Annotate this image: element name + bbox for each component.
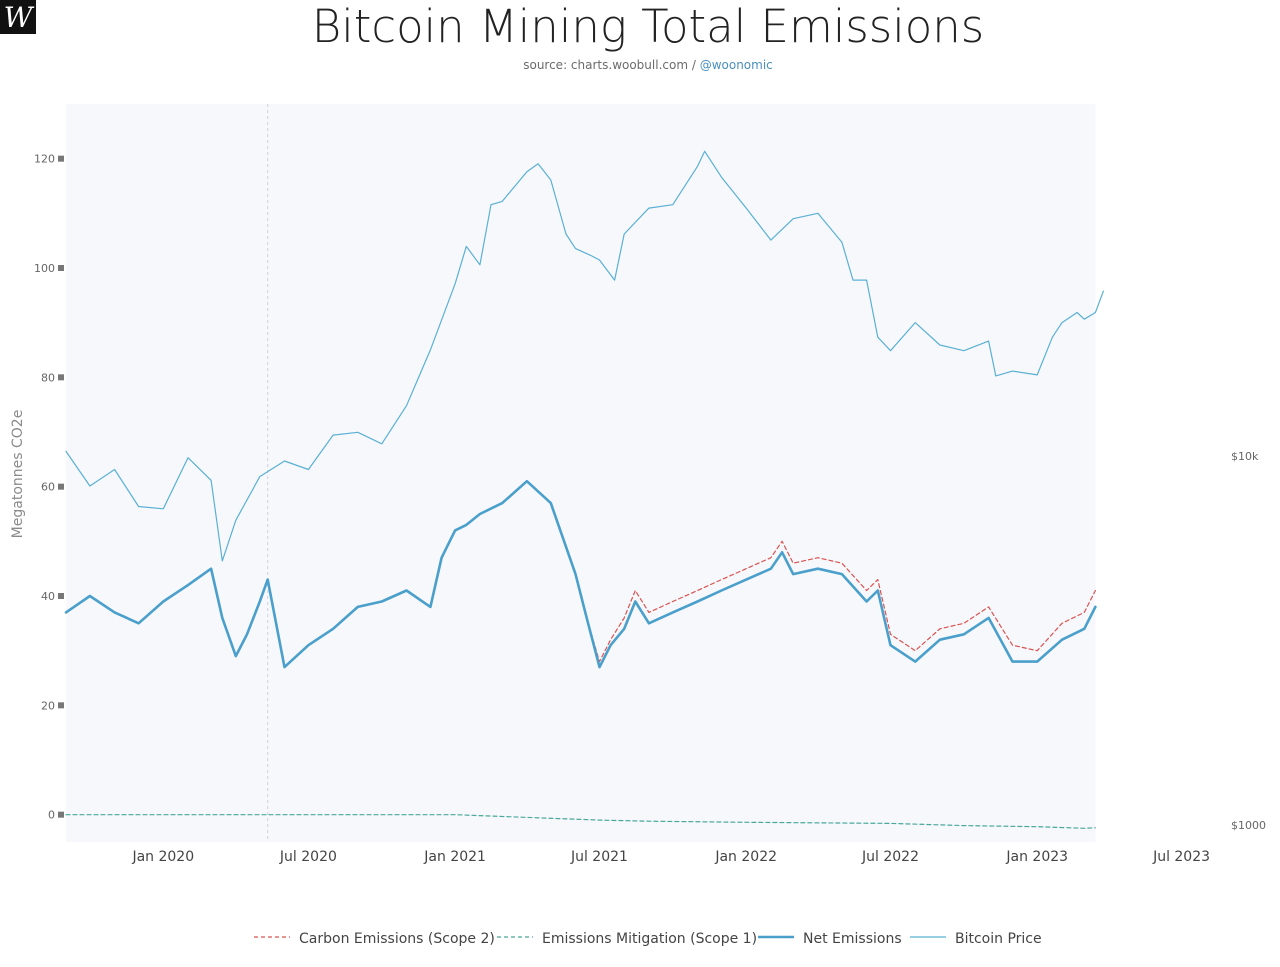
chart-source: source: charts.woobull.com / @woonomic	[523, 58, 773, 72]
chart-title: Bitcoin Mining Total Emissions	[312, 0, 984, 53]
y-tick-label: 0	[48, 809, 55, 822]
y-tick-mark	[58, 811, 64, 818]
legend: Carbon Emissions (Scope 2) Emissions Miti…	[254, 931, 1042, 947]
y-tick-mark	[58, 374, 64, 381]
x-tick-label: Jan 2020	[131, 849, 194, 865]
series-layer	[64, 150, 1105, 829]
y-axis: 0 20 40 60 80 100 120	[34, 153, 64, 822]
y-tick-label: 120	[34, 153, 55, 166]
legend-item: Bitcoin Price	[910, 931, 1042, 947]
x-axis: Jan 2020 Jul 2020 Jan 2021 Jul 2021 Jan 2022…	[131, 849, 1210, 865]
x-tick-label: Jul 2020	[279, 849, 337, 865]
y-tick-label: 20	[41, 699, 55, 712]
y-tick-label: 80	[41, 371, 55, 384]
logo-letter: W	[4, 1, 35, 34]
x-tick-label: Jul 2022	[861, 849, 919, 865]
legend-item: Emissions Mitigation (Scope 1)	[497, 931, 757, 947]
series-line-bitcoin-price	[65, 150, 1105, 562]
woobull-logo: W	[0, 0, 36, 34]
y-tick-mark	[58, 483, 64, 490]
y-tick-label: 60	[41, 481, 55, 494]
legend-label: Emissions Mitigation (Scope 1)	[542, 931, 757, 947]
x-tick-label: Jan 2021	[423, 849, 486, 865]
legend-label: Carbon Emissions (Scope 2)	[299, 931, 495, 947]
y2-tick-label: $10k	[1231, 450, 1259, 463]
legend-label: Net Emissions	[803, 931, 902, 947]
y-tick-mark	[58, 593, 64, 599]
legend-item: Carbon Emissions (Scope 2)	[254, 931, 495, 947]
legend-item: Net Emissions	[758, 931, 902, 947]
x-tick-label: Jan 2022	[714, 849, 777, 865]
y-axis-title: Megatonnes CO2e	[10, 410, 26, 539]
y-tick-mark	[58, 702, 64, 709]
logo-background	[0, 0, 36, 34]
y-tick-label: 40	[41, 590, 55, 603]
legend-label: Bitcoin Price	[955, 931, 1042, 947]
y-tick-mark	[58, 155, 64, 162]
y2-axis: $10k $1000	[1231, 450, 1266, 832]
series-line-net-emissions	[64, 479, 1097, 669]
shaded-region-0	[66, 104, 1096, 842]
x-tick-label: Jan 2023	[1005, 849, 1068, 865]
source-prefix: source: charts.woobull.com /	[523, 58, 699, 72]
y2-tick-label: $1000	[1231, 819, 1266, 832]
y-tick-mark	[58, 265, 64, 271]
x-tick-label: Jul 2021	[570, 849, 628, 865]
shaded-regions	[66, 104, 1096, 842]
x-tick-label: Jul 2023	[1152, 849, 1210, 865]
series-line-emissions-mitigation-scope-1	[65, 814, 1097, 829]
source-handle[interactable]: @woonomic	[700, 58, 773, 72]
y-tick-label: 100	[34, 262, 55, 275]
